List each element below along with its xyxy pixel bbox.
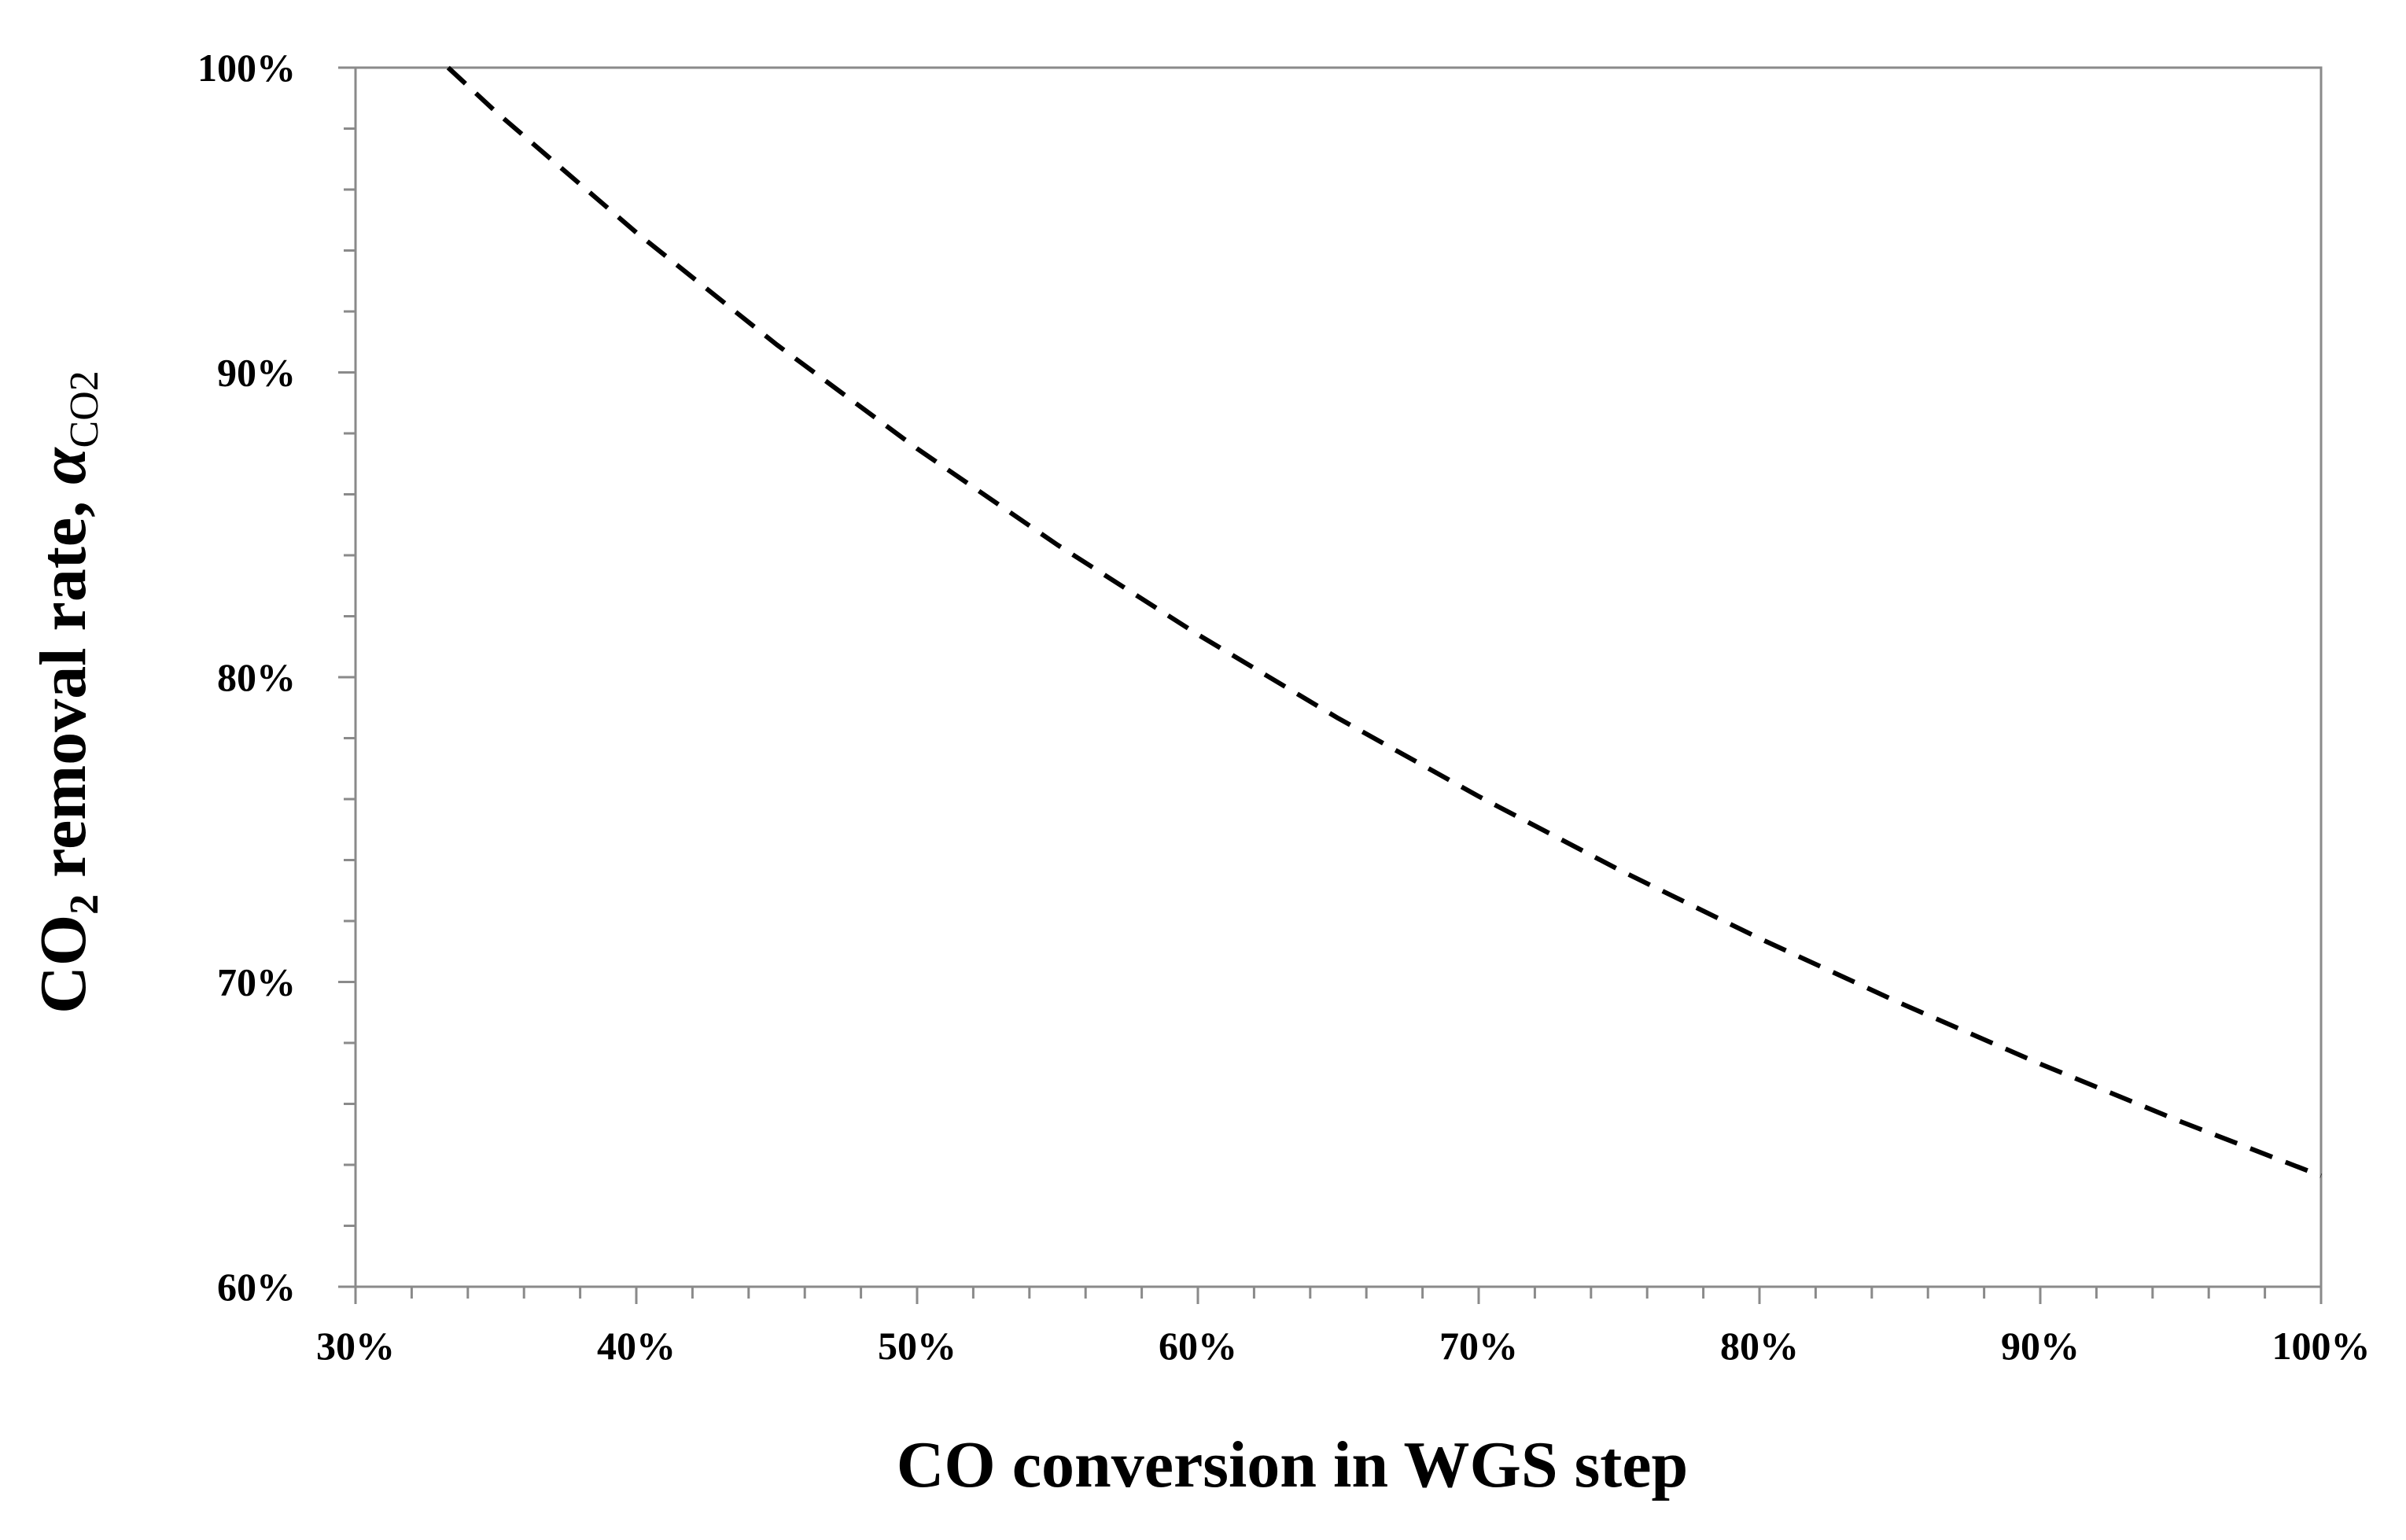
x-axis: 30% 40% 50% 60% 70% 80% 90% 100% [316, 1287, 2371, 1368]
x-tick-label: 80% [1720, 1324, 1799, 1368]
y-axis-title-rest: removal rate, [27, 484, 100, 894]
y-tick-label: 80% [217, 655, 296, 699]
x-tick-label: 90% [2001, 1324, 2080, 1368]
x-tick-label: 70% [1439, 1324, 1518, 1368]
x-axis-title: CO conversion in WGS step [897, 1428, 1689, 1501]
x-tick-label: 50% [878, 1324, 956, 1368]
x-tick-label: 30% [316, 1324, 395, 1368]
y-axis-title-sub: 2 [62, 894, 107, 915]
y-axis-title-symbol-sub: CO2 [62, 370, 107, 448]
x-tick-label: 100% [2272, 1324, 2371, 1368]
y-axis-title-main: CO [27, 915, 100, 1014]
series-line [446, 65, 2323, 1178]
y-tick-label: 100% [197, 46, 296, 90]
y-tick-label: 70% [217, 960, 296, 1004]
y-tick-label: 60% [217, 1265, 296, 1309]
y-tick-label: 90% [217, 351, 296, 395]
x-tick-label: 60% [1159, 1324, 1237, 1368]
plot-frame [354, 66, 2323, 1288]
plot-area [354, 66, 2323, 1288]
series-layer [446, 65, 2323, 1178]
y-axis-title: CO2 removal rate, αCO2 [27, 370, 107, 1014]
y-axis: 60% 70% 80% 90% 100% [197, 46, 356, 1309]
y-axis-title-symbol: α [27, 447, 100, 484]
x-tick-label: 40% [597, 1324, 676, 1368]
